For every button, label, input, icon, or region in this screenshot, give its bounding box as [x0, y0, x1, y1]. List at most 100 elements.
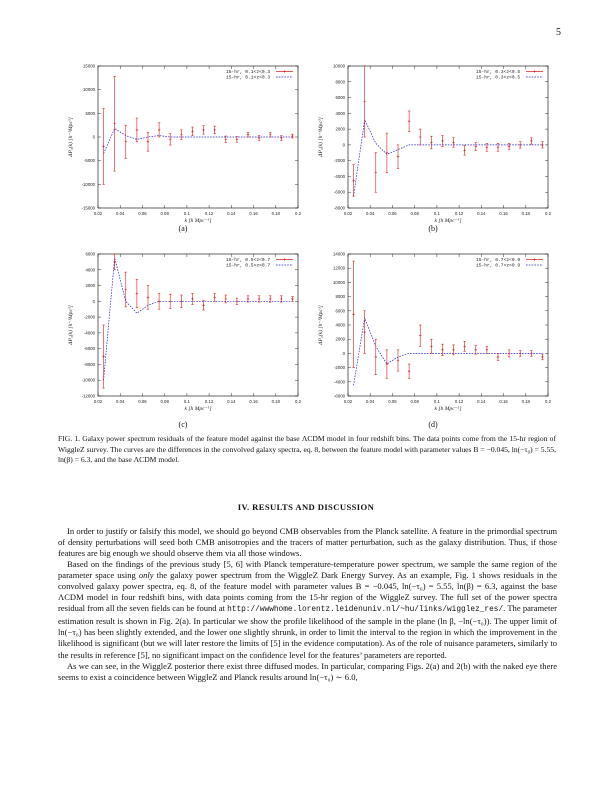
y-tick-label: 12000 — [333, 266, 346, 271]
x-tick-label: 0.08 — [160, 399, 169, 404]
data-point — [202, 304, 205, 307]
legend-swatch-marker — [283, 70, 286, 73]
data-point — [224, 138, 227, 141]
model-curve — [103, 127, 293, 154]
data-point — [363, 100, 366, 103]
data-point — [102, 355, 105, 358]
panel-label-d: (d) — [428, 420, 438, 429]
data-point — [291, 134, 294, 138]
x-tick-label: 0.18 — [522, 399, 531, 404]
figure-panel-b: 0.02 0.04 0.06 0.08 0.1 0.12 0.14 0.16 0.18 0.2 -8… — [308, 60, 558, 234]
x-axis-label: k [h Mpc⁻¹] — [185, 406, 212, 412]
data-point — [213, 296, 216, 299]
legend-swatch-marker — [283, 258, 286, 261]
x-tick-label: 0.18 — [522, 211, 531, 216]
data-point — [169, 138, 172, 141]
x-tick-label: 0.06 — [138, 399, 147, 404]
x-tick-label: 0.12 — [455, 399, 464, 404]
y-tick-label: -4000 — [334, 174, 346, 179]
x-tick-label: 0.06 — [138, 211, 147, 216]
x-axis-label: k [h Mpc⁻¹] — [185, 218, 212, 224]
y-tick-label: -4000 — [334, 379, 346, 384]
chart-panel-c: 0.02 0.04 0.06 0.08 0.1 0.12 0.14 0.16 0.18 0.2 -1… — [67, 252, 302, 413]
data-point — [124, 288, 127, 291]
legend-entry-data: 15-hr, 0.5<z<0.7 — [226, 257, 270, 263]
legend-entry-model: 15-hr, 0.1<z<0.3 — [226, 75, 270, 81]
paragraph-2-part3: . The parameter estimation result is sho… — [58, 603, 557, 660]
data-point — [257, 297, 261, 301]
x-tick-label: 0.16 — [249, 399, 258, 404]
x-tick-label: 0.16 — [249, 211, 258, 216]
data-point — [496, 355, 500, 359]
chart-panel-d: 0.02 0.04 0.06 0.08 0.1 0.12 0.14 0.16 0.18 0.2 -6… — [317, 252, 552, 413]
data-point — [430, 141, 433, 144]
data-point — [519, 143, 522, 147]
y-tick-label: 4000 — [335, 111, 345, 116]
paragraph-2: Based on the findings of the previous st… — [58, 559, 557, 660]
data-point — [396, 359, 400, 362]
x-tick-label: 0.08 — [410, 211, 419, 216]
data-point — [352, 313, 355, 316]
data-point — [135, 292, 139, 295]
plot-frame — [347, 65, 549, 209]
x-tick-label: 0.14 — [227, 399, 236, 404]
y-tick-label: 2000 — [335, 337, 345, 342]
data-point — [485, 348, 489, 352]
y-tick-label: 0 — [93, 299, 96, 304]
y-tick-label: -6000 — [334, 394, 346, 399]
data-point — [269, 297, 272, 301]
data-point — [280, 297, 283, 301]
data-point — [180, 300, 183, 303]
data-point — [191, 297, 194, 301]
x-tick-label: 0.1 — [184, 211, 191, 216]
y-tick-label: -6000 — [84, 346, 96, 351]
x-tick-label: 0.2 — [545, 211, 552, 216]
chart-panel-b: 0.02 0.04 0.06 0.08 0.1 0.12 0.14 0.16 0.18 0.2 -8… — [317, 64, 552, 225]
data-point — [135, 128, 139, 132]
data-point — [246, 133, 250, 136]
y-tick-label: -8000 — [84, 362, 96, 367]
data-point — [463, 345, 466, 348]
data-point — [474, 348, 477, 352]
data-point — [363, 330, 366, 334]
data-point — [485, 146, 489, 149]
paragraph-3: As we can see, in the WiggleZ posterior … — [58, 660, 557, 682]
data-point — [180, 133, 183, 136]
x-tick-label: 0.08 — [410, 399, 419, 404]
legend-entry-model: 15-hr, 0.7<z<0.9 — [476, 263, 520, 269]
y-tick-label: 8000 — [335, 79, 345, 84]
data-point — [280, 136, 283, 140]
panel-label-a: (a) — [178, 224, 188, 233]
x-tick-label: 0.04 — [366, 399, 375, 404]
x-tick-label: 0.04 — [116, 399, 125, 404]
panel-label-c: (c) — [178, 420, 188, 429]
y-tick-label: 10000 — [83, 87, 96, 92]
y-axis-label: ΔP₀(k) [h⁻³Mpc³] — [317, 305, 324, 346]
y-tick-label: -10000 — [82, 182, 96, 187]
data-point — [191, 130, 194, 133]
data-point — [385, 151, 389, 154]
chart-panel-a: 0.02 0.04 0.06 0.08 0.1 0.12 0.14 0.16 0.18 0.2 -1… — [67, 64, 302, 225]
x-tick-label: 0.16 — [499, 399, 508, 404]
x-tick-label: 0.16 — [499, 211, 508, 216]
data-url-link[interactable]: http://wwwhome.lorentz.leidenuniv.nl/~hu… — [227, 606, 504, 615]
data-point — [113, 122, 116, 125]
page-number: 5 — [556, 27, 561, 38]
y-tick-label: -6000 — [334, 190, 346, 195]
x-tick-label: 0.2 — [295, 399, 302, 404]
x-tick-label: 0.1 — [434, 399, 441, 404]
data-point — [374, 355, 377, 359]
data-point — [202, 128, 205, 132]
data-point — [124, 140, 127, 143]
x-tick-label: 0.1 — [184, 399, 191, 404]
data-point — [452, 141, 455, 144]
data-point — [113, 260, 116, 264]
y-tick-label: -12000 — [82, 394, 96, 399]
y-tick-label: -5000 — [84, 158, 96, 163]
x-axis-label: k [h Mpc⁻¹] — [435, 218, 462, 224]
y-tick-label: 15000 — [83, 64, 96, 69]
x-tick-label: 0.06 — [388, 399, 397, 404]
y-tick-label: -2000 — [334, 158, 346, 163]
data-point — [530, 139, 533, 143]
data-point — [146, 140, 150, 143]
